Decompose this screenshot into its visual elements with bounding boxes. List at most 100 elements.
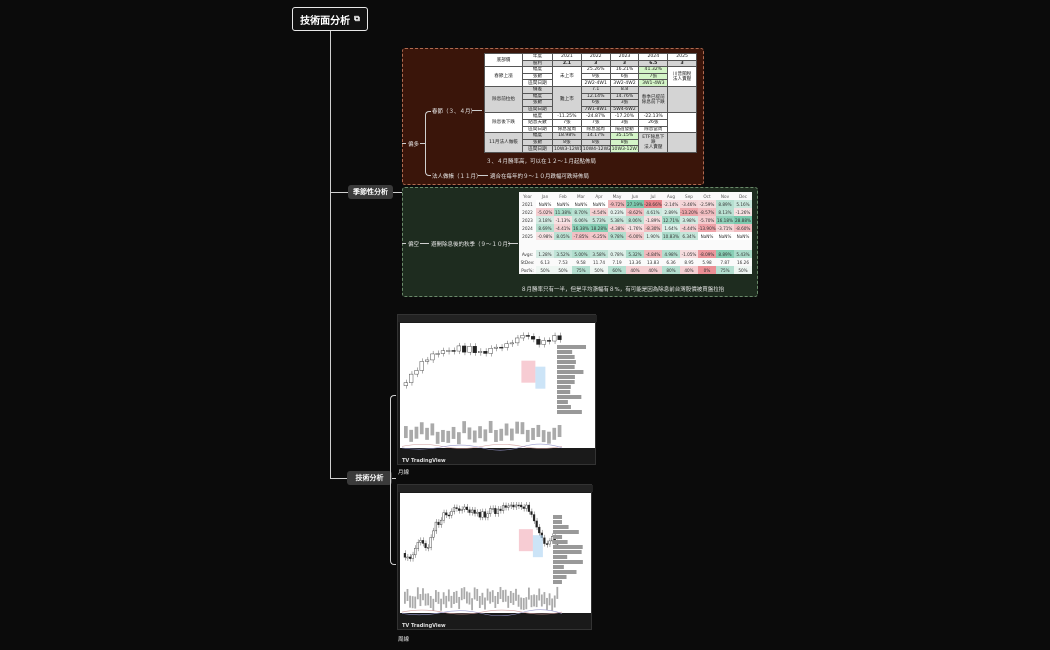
stat-cell: 6.36 (666, 259, 676, 265)
volume-bar (414, 596, 417, 609)
volume-bar (442, 592, 445, 605)
volume-bar (453, 591, 455, 604)
candle (557, 335, 562, 340)
candle (520, 335, 525, 339)
return-cell: 1.64% (662, 224, 680, 232)
candle (543, 537, 546, 544)
volume-bar (517, 594, 520, 607)
candle (509, 504, 512, 507)
volume-bar (530, 595, 533, 608)
return-cell: 0.23% (608, 208, 626, 216)
candle (437, 521, 440, 525)
volume-profile-bar (557, 400, 568, 404)
volume-bar (409, 595, 411, 608)
stat-cell: 3.52% (554, 250, 572, 258)
return-cell: -2.14% (662, 200, 680, 208)
table-cell: 難上市 (552, 85, 582, 114)
volume-bar (435, 590, 437, 603)
table-cell: 春季已提前 除息前下跌 (638, 85, 669, 114)
table-cell: 25.26% (580, 66, 611, 74)
copy-icon: ⧉ (354, 14, 360, 23)
candle (446, 350, 451, 352)
volume-bar (525, 597, 528, 610)
volume-bar (458, 596, 461, 609)
node-technical-analysis[interactable]: 技術分析 (347, 471, 392, 485)
stat-cell: 40% (644, 266, 662, 274)
return-cell: -13.90% (698, 224, 716, 232)
volume-bar (502, 590, 504, 603)
stat-cell: 6.13 (540, 259, 550, 265)
candle (486, 513, 489, 518)
projection-zone (518, 529, 533, 552)
node-seasonal-analysis[interactable]: 季節性分析 (348, 185, 393, 199)
table-cell: 7張 (552, 118, 582, 127)
volume-profile-bar (557, 375, 575, 379)
return-cell: -3.46% (680, 200, 698, 208)
return-cell: -8.60% (734, 224, 752, 232)
return-cell: -3.71% (716, 224, 734, 232)
return-cell: -4.54% (590, 208, 608, 216)
table-row: 2022 -5.02% 11.38% 8.70% -4.54% 0.23% -8.62% 4.… (519, 208, 752, 216)
table-cell: 幅度 (522, 112, 553, 120)
return-cell: -4.41% (554, 224, 572, 232)
candle (467, 346, 472, 353)
table-row: 2025 -0.98% 8.05% -7.85% -6.25% 9.78% -6.00% 1.… (519, 232, 752, 240)
autumn-label[interactable]: 避開除息後的秋季（９～１０月） (431, 242, 514, 248)
stat-cell: 8.95 (684, 259, 694, 265)
return-cell: 8.13% (716, 208, 734, 216)
volume-profile-bar (553, 545, 583, 549)
stat-cell: 5.32% (626, 250, 644, 258)
monthly-chart-image[interactable]: TV TradingView (397, 314, 597, 465)
bearish-label[interactable]: 偏空 (408, 242, 420, 248)
candle (477, 351, 483, 353)
weekly-chart-image[interactable]: TV TradingView (397, 484, 593, 630)
indicator-line (401, 444, 563, 449)
stat-cell: 50% (734, 266, 752, 274)
volume-bar (491, 590, 494, 603)
candle (545, 543, 549, 545)
volume-profile-bar (557, 365, 575, 369)
table-row: 底部價 年度 2021 2022 2023 2024 2025 (484, 52, 697, 68)
candle (439, 519, 443, 525)
volume-bar (478, 596, 481, 609)
bullish-label[interactable]: 偏多 (408, 142, 420, 148)
return-cell: 5.38% (608, 216, 626, 224)
candle (501, 505, 505, 511)
table-cell: 12.14% (580, 92, 611, 101)
table-row: 2024 8.69% -4.41% 16.38% 18.28% -4.38% -1.76% -… (519, 224, 752, 232)
year-end-label[interactable]: 法人做帳（１１月） (432, 174, 482, 180)
candle (535, 520, 538, 528)
table-cell: 未上市 (552, 66, 582, 87)
candle (440, 350, 446, 354)
year-cell: 2025 (522, 233, 533, 239)
return-cell: NaN% (572, 200, 590, 208)
volume-bar (419, 594, 422, 607)
volume-bar (548, 593, 551, 606)
stat-cell: 5.98 (702, 259, 712, 265)
table-cell: 3張 (609, 99, 640, 107)
return-cell: 16.38% (572, 224, 590, 232)
volume-profile-bar (553, 540, 568, 544)
volume-bar (468, 592, 471, 605)
return-cell: 8.69% (536, 224, 554, 232)
candle (504, 505, 507, 508)
return-cell: -28.66% (644, 200, 662, 208)
candle (530, 336, 536, 340)
table-row: 春節上漲 幅度 未上市 25.26% 16.21% 41.32% 川普關稅 法人賣壓 (484, 66, 697, 87)
candle (515, 337, 520, 344)
root-node[interactable]: 技術面分析 ⧉ (292, 7, 368, 31)
table-cell: 區間日期 (522, 105, 553, 114)
candle (430, 353, 435, 361)
candle (403, 382, 408, 386)
table-cell: 除息前拉抬 (484, 85, 523, 114)
table-cell: 10W3-12W1 (552, 145, 582, 153)
volume-bar (414, 426, 419, 439)
stat-row: Pos%: 50% 50% 75% 50% 60% 40% 40% 80% 40% 0% 75% 50% (519, 266, 752, 274)
spring-label[interactable]: 春節（３、４月） (432, 109, 477, 115)
candle (442, 512, 445, 521)
table-cell: 除息當周 (552, 125, 582, 134)
return-cell: 3.18% (536, 216, 554, 224)
candle (512, 504, 515, 508)
volume-bar (435, 431, 440, 444)
return-cell: -1.76% (626, 224, 644, 232)
